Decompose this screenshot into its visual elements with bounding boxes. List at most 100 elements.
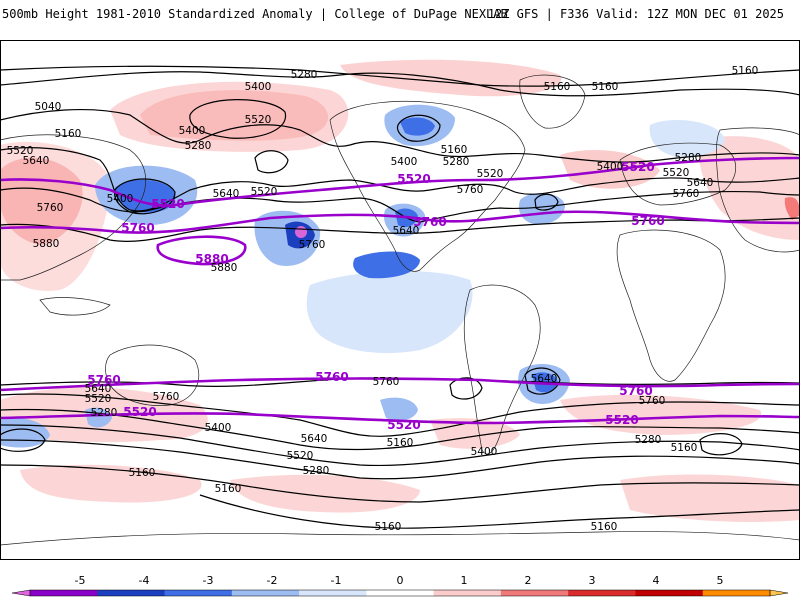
colorbar-segment: [231, 590, 300, 596]
colorbar-arrow-max: [769, 589, 789, 597]
coast-south-america: [463, 284, 541, 455]
purple-label-5760-a: 5760: [121, 221, 154, 235]
purple-label-5760-d: 5760: [87, 373, 120, 387]
contour-south-5640: [0, 393, 800, 437]
coast-asia-east: [716, 127, 800, 253]
positive-anomaly-areas: [0, 59, 800, 522]
contour-south-5520: [0, 408, 800, 451]
label-5400-a: 5400: [245, 81, 272, 93]
anomaly-map: 5280 5400 5160 5160 5160 5040 5520 5160 …: [0, 40, 800, 560]
label-5400-b: 5400: [179, 125, 206, 137]
purple-5760-south: [0, 377, 800, 392]
label-5160-i: 5160: [215, 483, 242, 495]
label-5520-a: 5520: [245, 114, 272, 126]
label-5640-f: 5640: [531, 373, 558, 385]
label-5160-g: 5160: [671, 442, 698, 454]
contour-5280-north: [0, 71, 800, 97]
colorbar-segment: [164, 590, 233, 596]
label-5280-e: 5280: [91, 407, 118, 419]
label-5400-f: 5400: [205, 422, 232, 434]
coast-antarctica: [0, 531, 800, 546]
coast-australia: [105, 344, 200, 406]
purple-label-5760-f: 5760: [619, 384, 652, 398]
colorbar-ticks: -5 -4 -3 -2 -1 0 1 2 3 4 5: [75, 574, 724, 587]
label-5160-b: 5160: [592, 81, 619, 93]
label-5280-d: 5280: [675, 152, 702, 164]
anomaly-colorbar: -5 -4 -3 -2 -1 0 1 2 3 4 5: [11, 574, 789, 597]
contour-south-5400: [0, 424, 800, 467]
coast-north-america: [329, 100, 526, 272]
purple-label-5760-e: 5760: [315, 370, 348, 384]
colorbar-arrow-min: [11, 589, 31, 597]
contour-antarctic-5160: [199, 494, 800, 529]
label-5280-c: 5280: [443, 156, 470, 168]
purple-label-5880: 5880: [195, 252, 228, 266]
colorbar-segment: [500, 590, 569, 596]
label-5520-f: 5520: [85, 393, 112, 405]
label-5160-f: 5160: [387, 437, 414, 449]
contour-5520-north: [0, 147, 800, 212]
purple-label-5520-f: 5520: [605, 413, 638, 427]
colorbar-segments: [11, 589, 789, 597]
colorbar-outline: [29, 589, 771, 597]
label-5760-e: 5760: [373, 376, 400, 388]
colorbar-tick-label: -5: [75, 574, 86, 587]
contour-closed-south-3: [699, 433, 743, 456]
label-5760-g: 5760: [639, 395, 666, 407]
label-5760-c: 5760: [457, 184, 484, 196]
label-5760-b: 5760: [37, 202, 64, 214]
anomaly-southern-pink-5: [620, 474, 800, 522]
purple-label-5760-b: 5760: [413, 215, 446, 229]
coastlines: [0, 74, 800, 546]
label-5160-d: 5160: [55, 128, 82, 140]
purple-5520-north: [0, 156, 800, 207]
label-5760-d: 5760: [299, 239, 326, 251]
height-contours: [0, 65, 800, 529]
label-5400-e: 5400: [107, 193, 134, 205]
anomaly-southern-light-2: [380, 397, 418, 421]
label-5520-b: 5520: [7, 145, 34, 157]
colorbar-tick-label: 1: [461, 574, 468, 587]
anomaly-east-red: [784, 197, 800, 220]
header: 500mb Height 1981-2010 Standardized Anom…: [0, 0, 800, 30]
colorbar-tick-label: 0: [397, 574, 404, 587]
anomaly-central-pacific-low-core: [295, 226, 307, 238]
purple-5760-north: [0, 210, 800, 234]
contour-closed-alaska-low: [396, 114, 441, 142]
contour-5160-north: [0, 65, 800, 87]
map-title: 500mb Height 1981-2010 Standardized Anom…: [2, 7, 508, 21]
colorbar-tick-label: -1: [331, 574, 342, 587]
contour-closed-south-2: [0, 428, 46, 452]
contour-south-5160: [0, 464, 800, 503]
model-run-info: 12Z GFS | F336 Valid: 12Z MON DEC 01 202…: [487, 7, 784, 21]
purple-5880-closed: [156, 235, 247, 266]
label-5640-c: 5640: [213, 188, 240, 200]
anomaly-tropical-light: [306, 270, 473, 354]
label-5640-b: 5640: [687, 177, 714, 189]
anomaly-southern-pink-2: [20, 464, 202, 503]
anomaly-atlantic-low-light: [518, 193, 565, 225]
contour-5400-north: [0, 108, 800, 163]
purple-label-5520-c: 5520: [621, 160, 654, 174]
label-5640-e: 5640: [85, 383, 112, 395]
anomaly-arctic-pink: [340, 59, 562, 97]
coast-africa: [616, 229, 726, 382]
highlight-contours: [0, 156, 800, 425]
label-5280-b: 5280: [185, 140, 212, 152]
label-5160-h: 5160: [129, 467, 156, 479]
purple-label-5520-b: 5520: [397, 172, 430, 186]
colorbar-segment: [30, 590, 98, 596]
label-5640-g: 5640: [301, 433, 328, 445]
label-5640-a: 5640: [23, 155, 50, 167]
colorbar-tick-label: -4: [139, 574, 150, 587]
contour-south-5280: [0, 439, 800, 480]
coast-greenland: [519, 74, 586, 129]
purple-label-5520-e: 5520: [387, 418, 420, 432]
coast-europe: [619, 142, 736, 206]
colorbar-segment: [702, 590, 771, 596]
anomaly-southern-pink-3: [230, 474, 420, 513]
label-5160-e: 5160: [441, 144, 468, 156]
colorbar-segment: [97, 590, 166, 596]
colorbar-segment: [299, 590, 367, 596]
highlight-contour-labels: 5520 5520 5520 5760 5760 5760 5880 5760 …: [87, 160, 664, 432]
